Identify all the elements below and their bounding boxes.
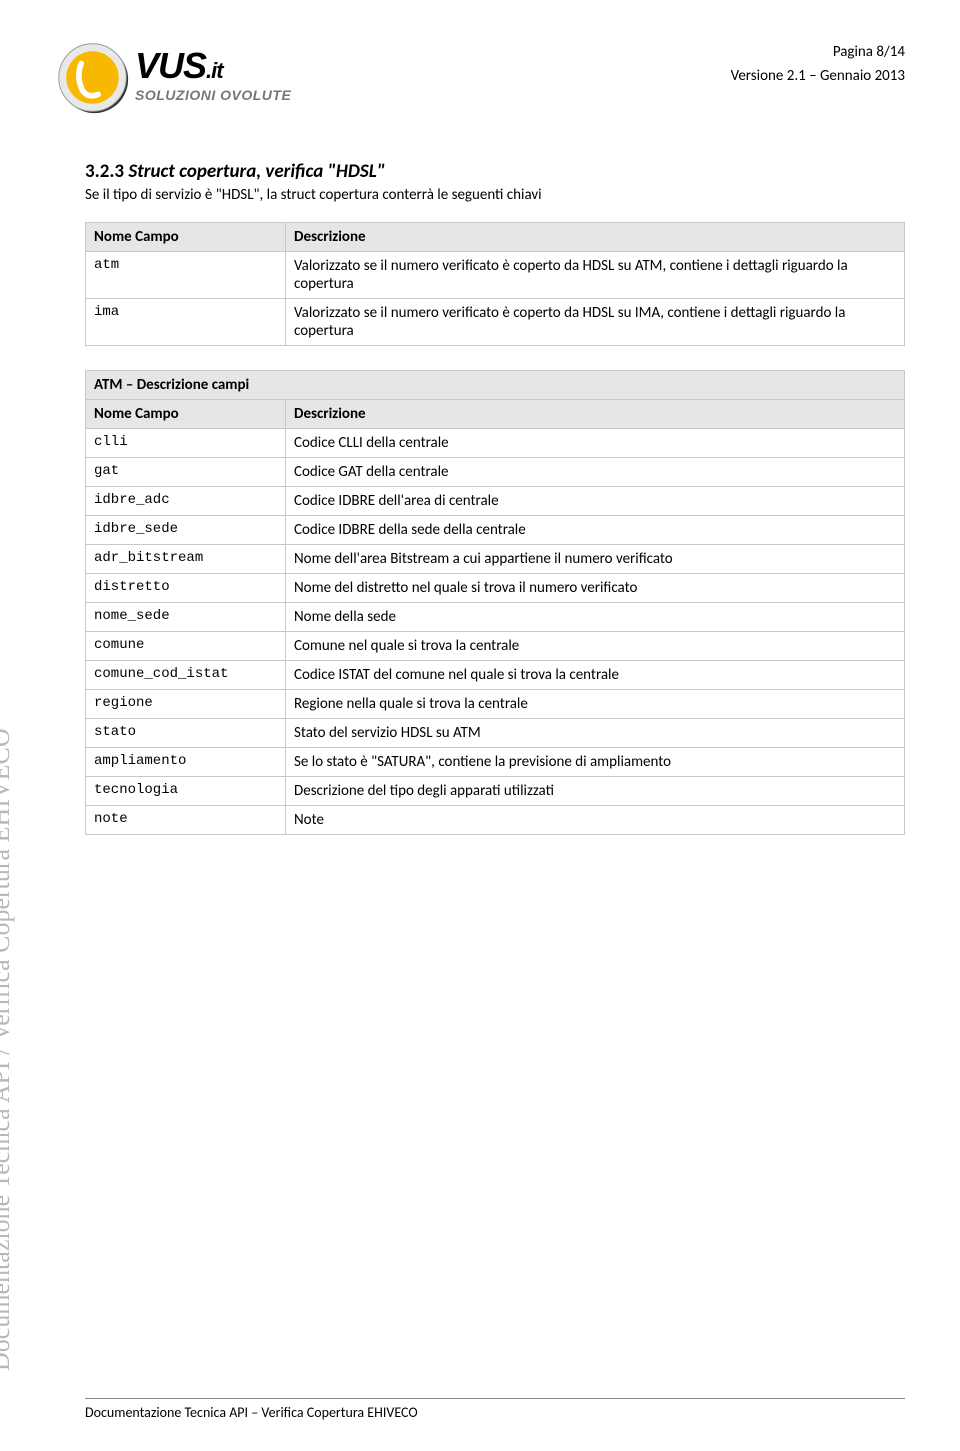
table-row: adr_bitstreamNome dell'area Bitstream a … — [86, 545, 905, 574]
table-title: ATM – Descrizione campi — [86, 371, 905, 400]
table-row: comune_cod_istatCodice ISTAT del comune … — [86, 661, 905, 690]
table-row: idbre_adcCodice IDBRE dell'area di centr… — [86, 487, 905, 516]
table-row: gatCodice GAT della centrale — [86, 458, 905, 487]
table-row: ima Valorizzato se il numero verificato … — [86, 299, 905, 346]
logo-tagline: SOLUZIONI OVOLUTE — [135, 87, 291, 103]
col-header-name: Nome Campo — [86, 400, 286, 429]
table-row: tecnologiaDescrizione del tipo degli app… — [86, 777, 905, 806]
table-row: comuneComune nel quale si trova la centr… — [86, 632, 905, 661]
struct-table: Nome Campo Descrizione atm Valorizzato s… — [85, 222, 905, 346]
table-row: ampliamentoSe lo stato è "SATURA", conti… — [86, 748, 905, 777]
table-row: distrettoNome del distretto nel quale si… — [86, 574, 905, 603]
footer-text: Documentazione Tecnica API – Verifica Co… — [85, 1398, 905, 1421]
side-watermark: Documentazione Tecnica API / Verifica Co… — [0, 728, 16, 1371]
logo-brand: VUS.it — [135, 45, 291, 87]
col-header-name: Nome Campo — [86, 223, 286, 252]
table-row: noteNote — [86, 806, 905, 835]
table-row: idbre_sedeCodice IDBRE della sede della … — [86, 516, 905, 545]
logo: VUS.it SOLUZIONI OVOLUTE — [55, 40, 315, 120]
atm-fields-table: ATM – Descrizione campi Nome Campo Descr… — [85, 370, 905, 835]
table-row: statoStato del servizio HDSL su ATM — [86, 719, 905, 748]
table-row: atm Valorizzato se il numero verificato … — [86, 252, 905, 299]
section-description: Se il tipo di servizio è "HDSL", la stru… — [85, 186, 905, 204]
version-label: Versione 2.1 – Gennaio 2013 — [731, 64, 905, 88]
table-row: clliCodice CLLI della centrale — [86, 429, 905, 458]
table-row: nome_sedeNome della sede — [86, 603, 905, 632]
page-number: Pagina 8/14 — [731, 40, 905, 64]
col-header-desc: Descrizione — [286, 400, 905, 429]
col-header-desc: Descrizione — [286, 223, 905, 252]
table-row: regioneRegione nella quale si trova la c… — [86, 690, 905, 719]
section-heading: 3.2.3 Struct copertura, verifica "HDSL" — [85, 160, 905, 183]
